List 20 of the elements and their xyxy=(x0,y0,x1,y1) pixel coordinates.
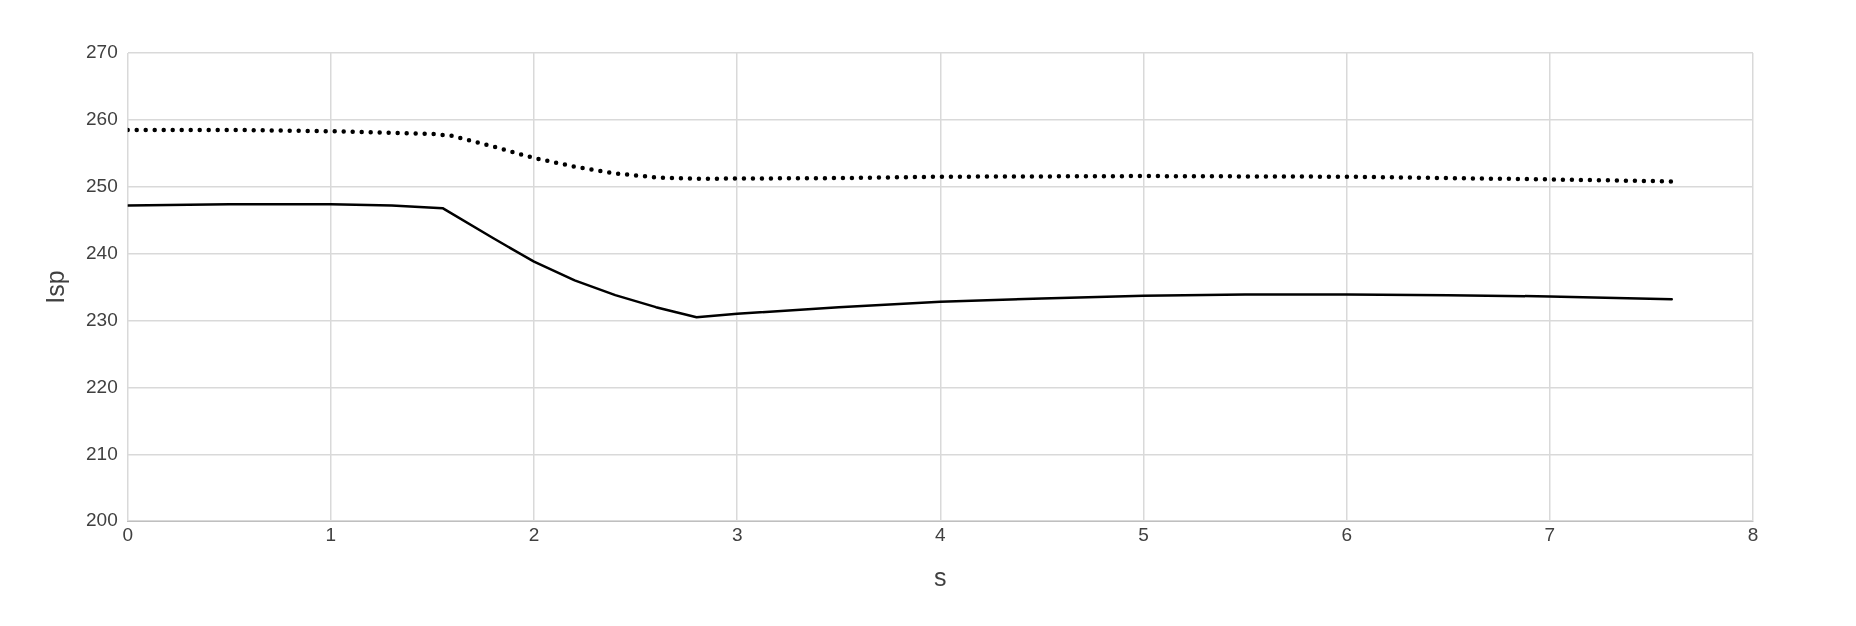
line-series xyxy=(127,127,1674,184)
x-tick-label: 6 xyxy=(1341,523,1352,545)
y-tick-label: 220 xyxy=(86,375,118,397)
y-tick-label: 270 xyxy=(86,41,118,63)
x-tick-label: 3 xyxy=(731,523,743,545)
x-tick-label: 4 xyxy=(935,523,947,545)
x-axis-title: s xyxy=(934,562,947,591)
x-tick-label: 8 xyxy=(1747,523,1759,545)
y-tick-label: 250 xyxy=(86,175,118,197)
y-tick-label: 230 xyxy=(86,308,118,330)
x-tick-label: 0 xyxy=(122,523,133,545)
x-tick-label: 2 xyxy=(528,523,540,545)
y-tick-label: 240 xyxy=(86,241,118,263)
y-tick-label: 200 xyxy=(86,509,118,531)
x-tick-label: 1 xyxy=(325,523,337,545)
x-tick-label: 5 xyxy=(1138,523,1149,545)
y-tick-label: 260 xyxy=(86,108,118,130)
y-tick-label: 210 xyxy=(86,442,118,464)
x-tick-label: 7 xyxy=(1544,523,1556,545)
y-axis-title: Isp xyxy=(40,270,69,304)
